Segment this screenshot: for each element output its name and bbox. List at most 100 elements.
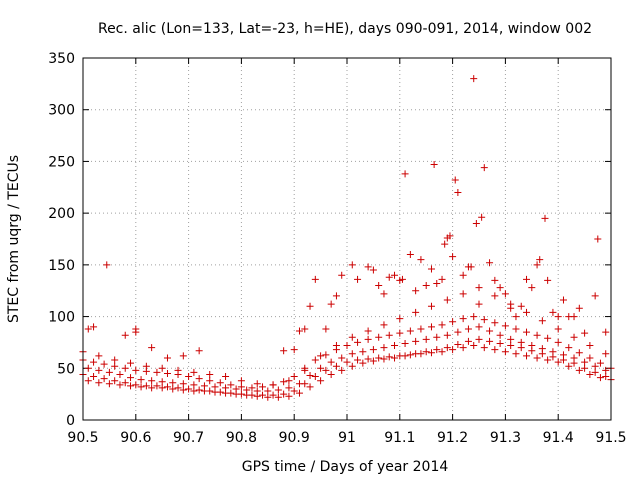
data-point	[396, 315, 404, 323]
data-point	[406, 351, 414, 359]
data-point	[311, 356, 319, 364]
data-point	[95, 379, 103, 387]
data-point	[575, 304, 583, 312]
data-point	[95, 352, 103, 360]
data-point	[103, 261, 111, 269]
data-point	[412, 350, 420, 358]
data-point	[449, 346, 457, 354]
data-point	[591, 362, 599, 370]
data-point	[190, 387, 198, 395]
data-point	[467, 263, 475, 271]
data-point	[586, 354, 594, 362]
data-point	[264, 387, 272, 395]
data-point	[472, 219, 480, 227]
data-point	[111, 356, 119, 364]
data-point	[121, 379, 129, 387]
data-point	[116, 381, 124, 389]
data-point	[301, 366, 309, 374]
data-point	[121, 364, 129, 372]
data-point	[380, 321, 388, 329]
data-point	[412, 308, 420, 316]
data-point	[475, 300, 483, 308]
data-point	[285, 392, 293, 400]
data-point	[127, 359, 135, 367]
data-point	[127, 382, 135, 390]
data-point	[137, 376, 145, 384]
data-point	[301, 325, 309, 333]
data-point	[528, 284, 536, 292]
data-point	[369, 357, 377, 365]
y-tick-label: 300	[48, 103, 75, 119]
data-point	[438, 348, 446, 356]
data-point	[317, 377, 325, 385]
data-point	[470, 342, 478, 350]
data-point	[280, 347, 288, 355]
data-point	[179, 380, 187, 388]
data-point	[322, 351, 330, 359]
data-point	[348, 333, 356, 341]
data-point	[222, 389, 230, 397]
data-point	[554, 358, 562, 366]
data-point	[285, 377, 293, 385]
data-point	[121, 331, 129, 339]
data-point	[179, 386, 187, 394]
data-point	[412, 337, 420, 345]
data-point	[222, 373, 230, 381]
data-point	[401, 352, 409, 360]
x-tick-label: 91.3	[490, 430, 521, 446]
data-point	[533, 261, 541, 269]
data-point	[153, 382, 161, 390]
data-point	[100, 375, 108, 383]
data-point	[398, 275, 406, 283]
y-tick-label: 100	[48, 310, 75, 326]
data-point	[406, 251, 414, 259]
chart-title: Rec. alic (Lon=133, Lat=-23, h=HE), days…	[98, 21, 592, 37]
data-point	[306, 383, 314, 391]
data-point	[269, 391, 277, 399]
x-tick-label: 90.5	[67, 430, 98, 446]
data-point	[427, 265, 435, 273]
data-point	[422, 348, 430, 356]
data-point	[602, 373, 610, 381]
data-point	[332, 292, 340, 300]
data-point	[438, 275, 446, 283]
data-point	[364, 355, 372, 363]
x-tick-label: 91.2	[437, 430, 468, 446]
data-point	[507, 304, 515, 312]
data-point	[581, 364, 589, 372]
data-point	[459, 271, 467, 279]
data-point	[132, 366, 140, 374]
data-point	[327, 300, 335, 308]
data-point	[185, 385, 193, 393]
data-point	[206, 370, 214, 378]
data-point	[464, 337, 472, 345]
data-point	[290, 387, 298, 395]
data-point	[327, 358, 335, 366]
data-point	[501, 322, 509, 330]
data-point	[195, 386, 203, 394]
data-point	[570, 333, 578, 341]
data-point	[280, 378, 288, 386]
data-point	[391, 342, 399, 350]
data-point	[95, 366, 103, 374]
data-point	[132, 325, 140, 333]
data-point	[280, 390, 288, 398]
y-tick-label: 0	[66, 413, 75, 429]
data-point	[158, 384, 166, 392]
x-tick-label: 91.1	[384, 430, 415, 446]
data-point	[586, 342, 594, 350]
data-point	[84, 364, 92, 372]
data-point	[591, 368, 599, 376]
data-point	[174, 384, 182, 392]
data-point	[549, 353, 557, 361]
data-point	[454, 340, 462, 348]
data-point	[317, 352, 325, 360]
data-point	[343, 358, 351, 366]
x-tick-label: 91.4	[543, 430, 574, 446]
data-point	[195, 375, 203, 383]
data-point	[507, 342, 515, 350]
data-point	[559, 296, 567, 304]
data-point	[433, 346, 441, 354]
data-point	[459, 315, 467, 323]
